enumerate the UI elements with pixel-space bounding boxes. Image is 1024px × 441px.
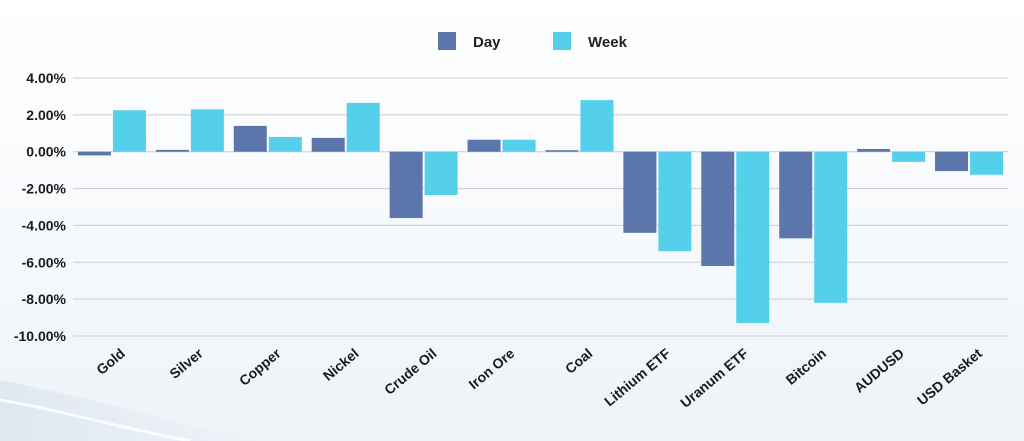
x-tick-label: Lithium ETF bbox=[601, 345, 674, 410]
bar-week-iron-ore bbox=[502, 139, 536, 152]
bar-week-usd-basket bbox=[970, 151, 1004, 175]
y-tick-label: -10.00% bbox=[14, 328, 67, 344]
x-tick-label: Nickel bbox=[320, 345, 362, 384]
bar-week-uranum-etf bbox=[736, 151, 770, 324]
y-tick-label: -2.00% bbox=[22, 181, 67, 197]
x-tick-label: Uranum ETF bbox=[677, 345, 751, 411]
bar-day-nickel bbox=[311, 137, 345, 152]
x-axis: Gold Silver Copper Nickel Crude Oil Iron Ore C… bbox=[93, 345, 985, 411]
bar-day-usd-basket bbox=[935, 151, 969, 172]
bar-day-coal bbox=[545, 150, 579, 152]
legend-label-week: Week bbox=[588, 34, 628, 51]
bar-week-audusd bbox=[892, 151, 926, 162]
x-tick-label: Gold bbox=[93, 345, 128, 378]
bar-day-copper bbox=[233, 125, 267, 152]
y-tick-label: -6.00% bbox=[22, 254, 67, 270]
bar-week-coal bbox=[580, 100, 614, 152]
bar-week-gold bbox=[112, 110, 146, 152]
bar-day-gold bbox=[77, 151, 111, 156]
bar-week-crude-oil bbox=[424, 151, 458, 196]
x-tick-label: Copper bbox=[236, 345, 284, 389]
x-tick-label: USD Basket bbox=[914, 345, 985, 408]
y-tick-label: 2.00% bbox=[26, 107, 66, 123]
x-tick-label: Coal bbox=[562, 345, 596, 377]
legend-swatch-day bbox=[438, 32, 456, 50]
bar-day-bitcoin bbox=[779, 151, 813, 239]
x-tick-label: Crude Oil bbox=[381, 345, 440, 398]
bar-day-crude-oil bbox=[389, 151, 423, 219]
y-tick-label: -4.00% bbox=[22, 217, 67, 233]
bar-day-uranum-etf bbox=[701, 151, 735, 266]
bar-day-iron-ore bbox=[467, 139, 501, 152]
bar-week-silver bbox=[190, 109, 224, 152]
y-axis: 4.00% 2.00% 0.00% -2.00% -4.00% -6.00% -8.00% -… bbox=[14, 70, 67, 344]
chart-legend: Day Week bbox=[438, 32, 628, 51]
y-tick-label: 4.00% bbox=[26, 70, 66, 86]
bar-week-copper bbox=[268, 136, 302, 152]
x-tick-label: AUDUSD bbox=[851, 345, 907, 396]
bar-week-lithium-etf bbox=[658, 151, 692, 252]
legend-label-day: Day bbox=[473, 34, 501, 51]
bar-week-bitcoin bbox=[814, 151, 848, 303]
bars bbox=[77, 100, 1004, 324]
x-tick-label: Bitcoin bbox=[783, 345, 830, 388]
bar-day-silver bbox=[155, 149, 189, 152]
y-tick-label: -8.00% bbox=[22, 291, 67, 307]
y-tick-label: 0.00% bbox=[26, 144, 66, 160]
bar-week-nickel bbox=[346, 102, 380, 152]
bar-day-audusd bbox=[857, 148, 891, 152]
x-tick-label: Silver bbox=[166, 345, 206, 382]
gridlines bbox=[73, 77, 1008, 337]
bar-day-lithium-etf bbox=[623, 151, 657, 233]
legend-swatch-week bbox=[553, 32, 571, 50]
x-tick-label: Iron Ore bbox=[465, 345, 517, 392]
background-decoration bbox=[0, 380, 260, 441]
